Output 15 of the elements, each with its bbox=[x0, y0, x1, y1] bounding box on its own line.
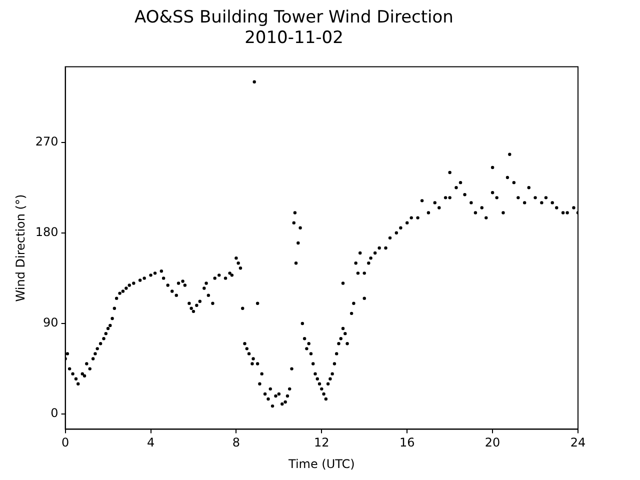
x-tick-label: 8 bbox=[232, 436, 240, 450]
y-tick-label: 270 bbox=[35, 134, 58, 148]
x-axis-title: Time (UTC) bbox=[287, 456, 355, 471]
x-tick-label: 4 bbox=[146, 436, 155, 450]
x-tick-label: 24 bbox=[570, 436, 586, 450]
x-tick-label: 0 bbox=[61, 436, 70, 450]
chart-subtitle: 2010-11-02 bbox=[244, 28, 344, 48]
x-tick-label: 20 bbox=[484, 436, 500, 450]
x-tick-label: 12 bbox=[314, 436, 330, 450]
y-tick-label: 90 bbox=[43, 316, 58, 330]
y-tick-label: 0 bbox=[50, 406, 58, 420]
chart-title: AO&SS Building Tower Wind Direction bbox=[134, 8, 454, 28]
y-axis-title: Wind Direction (°) bbox=[13, 194, 28, 302]
y-tick-label: 180 bbox=[35, 225, 58, 240]
x-tick-label: 16 bbox=[399, 436, 415, 450]
